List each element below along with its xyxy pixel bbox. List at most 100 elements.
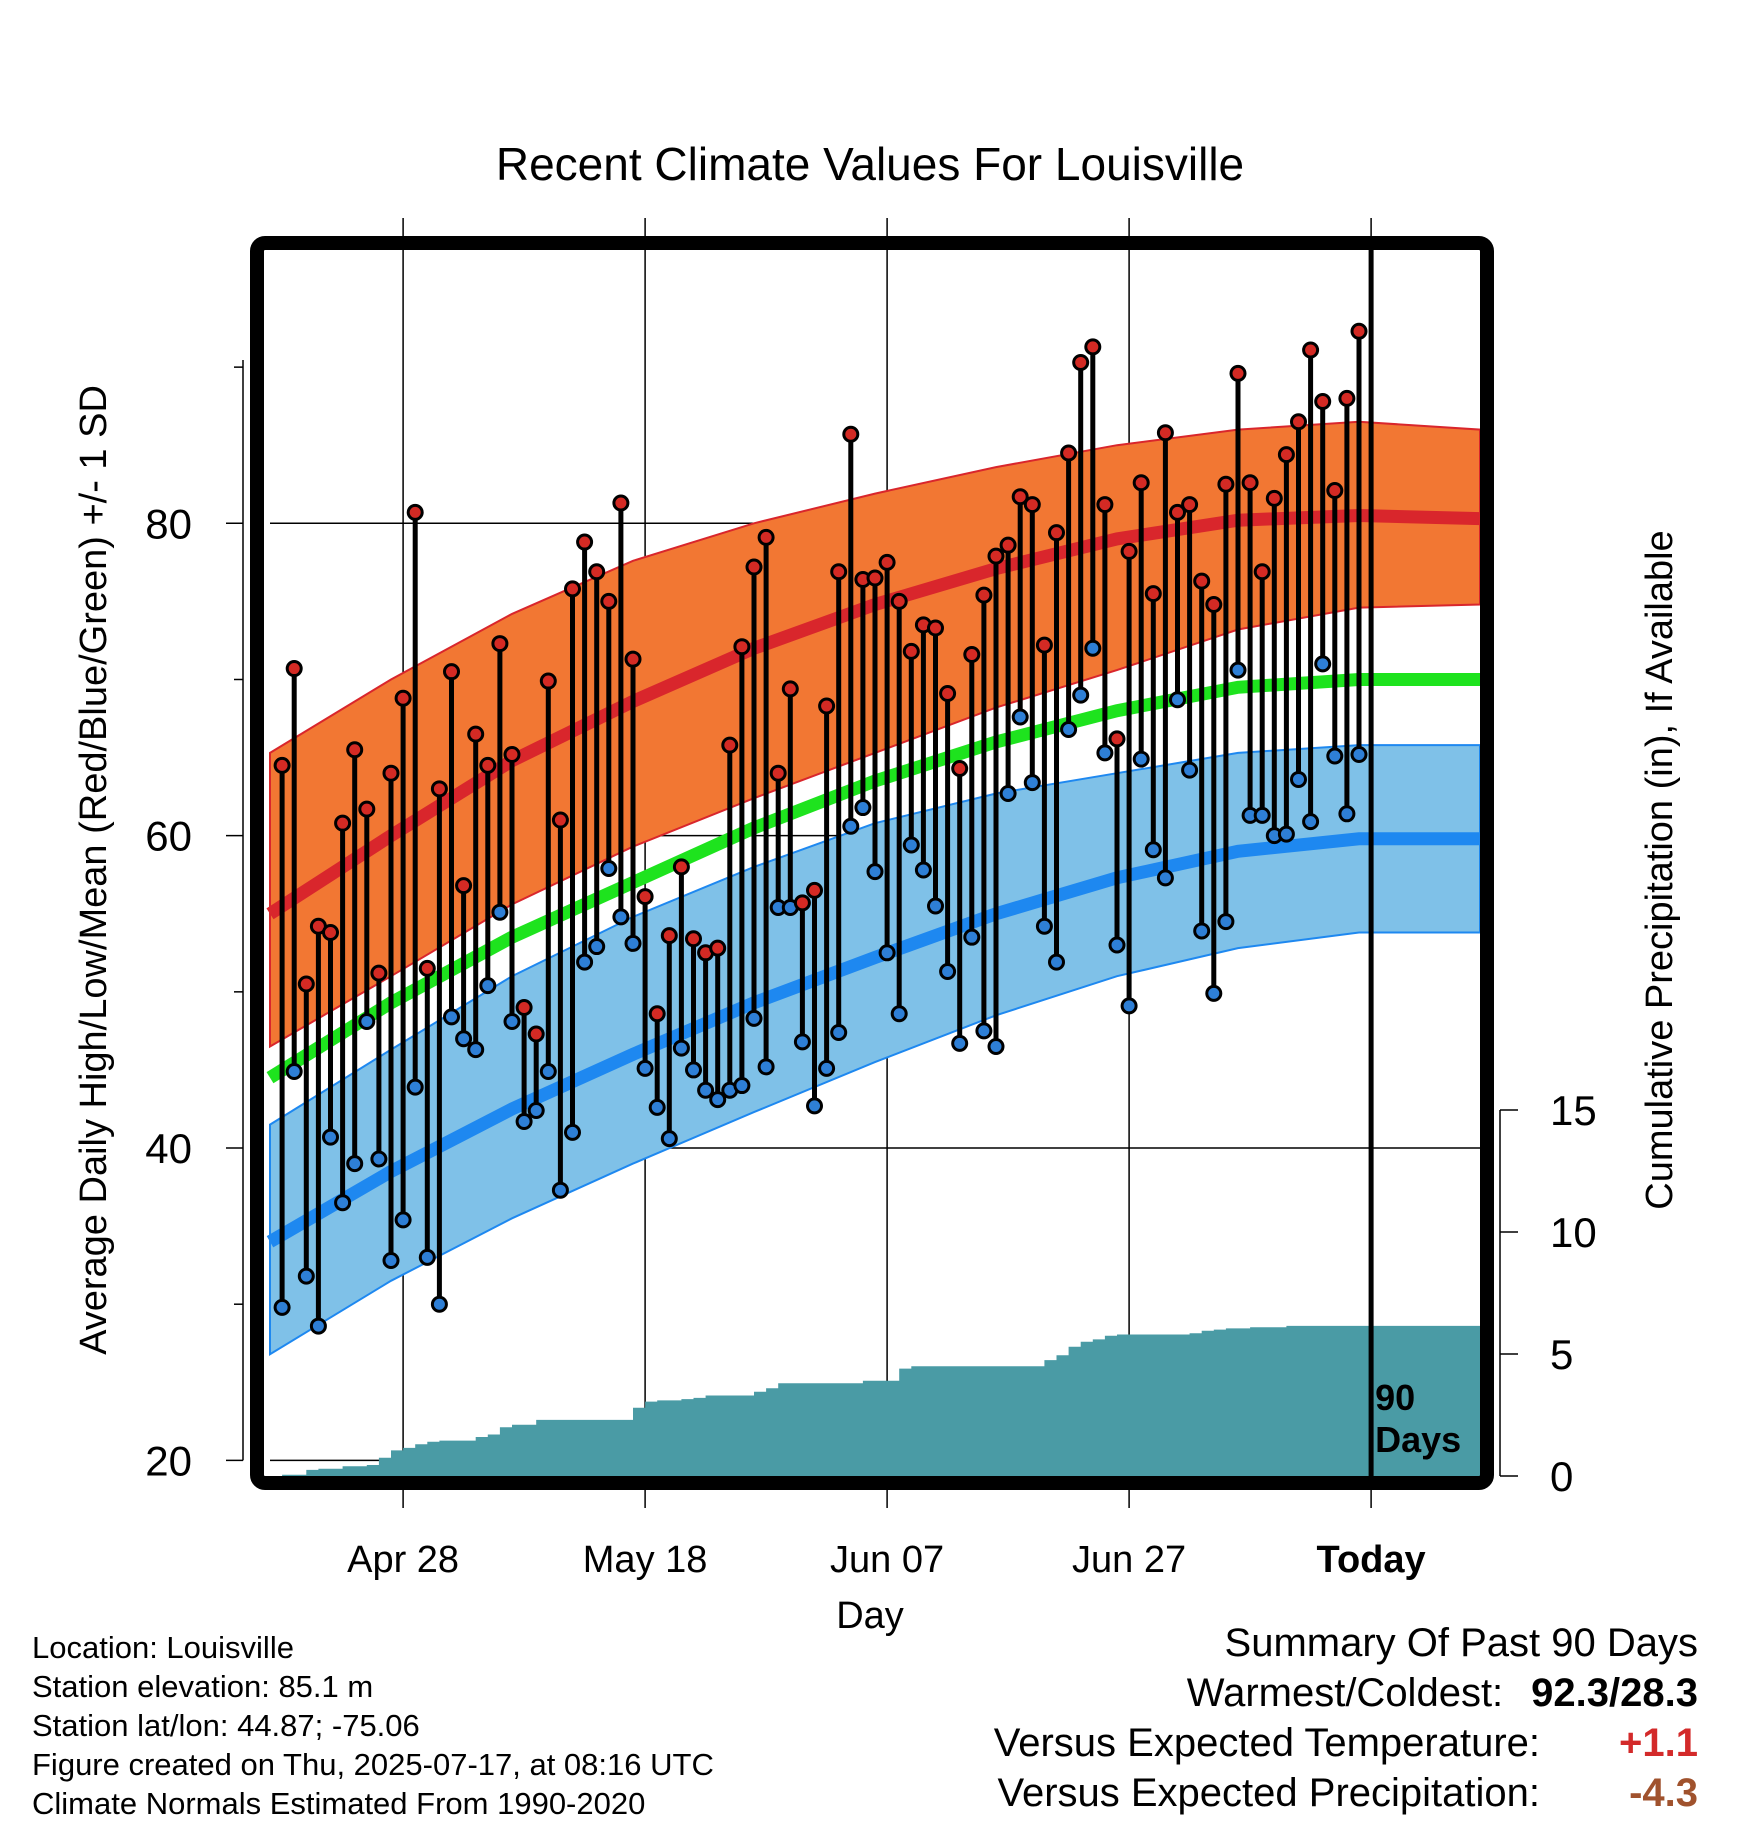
low-point (1120, 997, 1138, 1015)
low-point (370, 1150, 388, 1168)
high-point (927, 619, 944, 637)
created-text: Figure created on Thu, 2025-07-17, at 08… (32, 1747, 714, 1782)
high-point (878, 553, 896, 571)
warmest-coldest-label: Warmest/Coldest: (1186, 1671, 1504, 1715)
low-point (1290, 770, 1307, 788)
low-point (733, 1077, 751, 1095)
plot-border (250, 236, 1494, 1490)
high-point (273, 756, 291, 774)
x-tick-label: Apr 28 (347, 1539, 459, 1581)
high-point (769, 764, 787, 782)
low-point (975, 1022, 993, 1040)
low-point (866, 863, 884, 881)
high-point (479, 756, 497, 774)
low-point (418, 1248, 436, 1266)
high-point (1326, 482, 1344, 500)
high-point (1169, 503, 1186, 521)
low-point (527, 1102, 545, 1120)
low-point (878, 944, 896, 962)
y2-tick-label: 10 (1550, 1209, 1597, 1256)
high-point (515, 998, 533, 1016)
low-point (358, 1013, 376, 1031)
low-point (963, 928, 981, 946)
y2-tick-label: 15 (1550, 1087, 1597, 1134)
high-point (781, 680, 799, 698)
y2-tick-label: 5 (1550, 1331, 1573, 1378)
latlon-text: Station lat/lon: 44.87; -75.06 (32, 1708, 420, 1743)
high-point (600, 592, 618, 610)
high-point (1120, 542, 1138, 560)
precip-anomaly-label: Versus Expected Precipitation: (997, 1771, 1540, 1815)
high-point (890, 592, 908, 610)
high-point (1229, 364, 1247, 382)
location-text: Location: Louisville (32, 1630, 294, 1665)
low-point (672, 1039, 690, 1057)
high-point (842, 425, 860, 443)
y-axis-label: Average Daily High/Low/Mean (Red/Blue/Gr… (73, 385, 115, 1355)
summary-panel: Summary Of Past 90 Days Warmest/Coldest:… (994, 1618, 1698, 1818)
high-point (1011, 488, 1029, 506)
low-point (1181, 761, 1199, 779)
high-point (394, 689, 412, 707)
high-point (624, 650, 642, 668)
low-point (1096, 744, 1114, 762)
low-point (648, 1098, 666, 1116)
high-point (793, 894, 811, 912)
temp-anomaly-row: Versus Expected Temperature: +1.1 (994, 1718, 1698, 1768)
low-point (793, 1033, 811, 1051)
high-point (951, 760, 969, 778)
low-point (1326, 747, 1344, 765)
x-tick-label: Today (1317, 1539, 1426, 1581)
high-point (358, 800, 376, 818)
low-point (1229, 661, 1247, 679)
high-point (806, 881, 823, 899)
high-point (370, 964, 388, 982)
low-point (1048, 953, 1065, 971)
high-point (818, 697, 836, 715)
high-point (539, 672, 557, 690)
low-point (745, 1009, 763, 1027)
low-point (322, 1128, 339, 1146)
low-point (285, 1062, 303, 1080)
low-point (818, 1059, 836, 1077)
high-point (1060, 444, 1078, 462)
high-point (527, 1025, 545, 1043)
y-tick-label: 80 (145, 500, 192, 547)
today-days-number: 90 (1375, 1377, 1415, 1418)
low-point (697, 1081, 715, 1099)
y-tick-label: 20 (145, 1437, 192, 1484)
chart-title: Recent Climate Values For Louisville (496, 138, 1244, 190)
high-point (612, 494, 630, 512)
high-point (418, 959, 436, 977)
low-point (479, 977, 497, 995)
high-point (672, 858, 690, 876)
high-point (564, 580, 581, 598)
low-point (406, 1078, 424, 1096)
low-point (939, 963, 957, 981)
low-point (1011, 708, 1029, 726)
low-point (443, 1008, 460, 1026)
high-point (757, 528, 775, 546)
low-point (1277, 825, 1295, 843)
low-point (1217, 913, 1235, 931)
high-point (430, 780, 448, 798)
daily-observations (273, 322, 1368, 1335)
high-point (503, 745, 521, 763)
low-point (1169, 691, 1186, 709)
high-point (685, 930, 702, 948)
high-point (963, 646, 981, 664)
precipitation-area (270, 1325, 1480, 1476)
high-point (733, 638, 751, 656)
today-days-word: Days (1375, 1419, 1461, 1460)
high-point (334, 814, 352, 832)
high-point (297, 975, 315, 993)
low-point (709, 1091, 727, 1109)
high-point (1181, 496, 1199, 514)
high-point (443, 663, 460, 681)
warmest-coldest-row: Warmest/Coldest: 92.3/28.3 (994, 1668, 1698, 1718)
high-point (1241, 474, 1259, 492)
high-point (1144, 585, 1162, 603)
high-point (1290, 413, 1307, 431)
high-point (830, 563, 848, 581)
